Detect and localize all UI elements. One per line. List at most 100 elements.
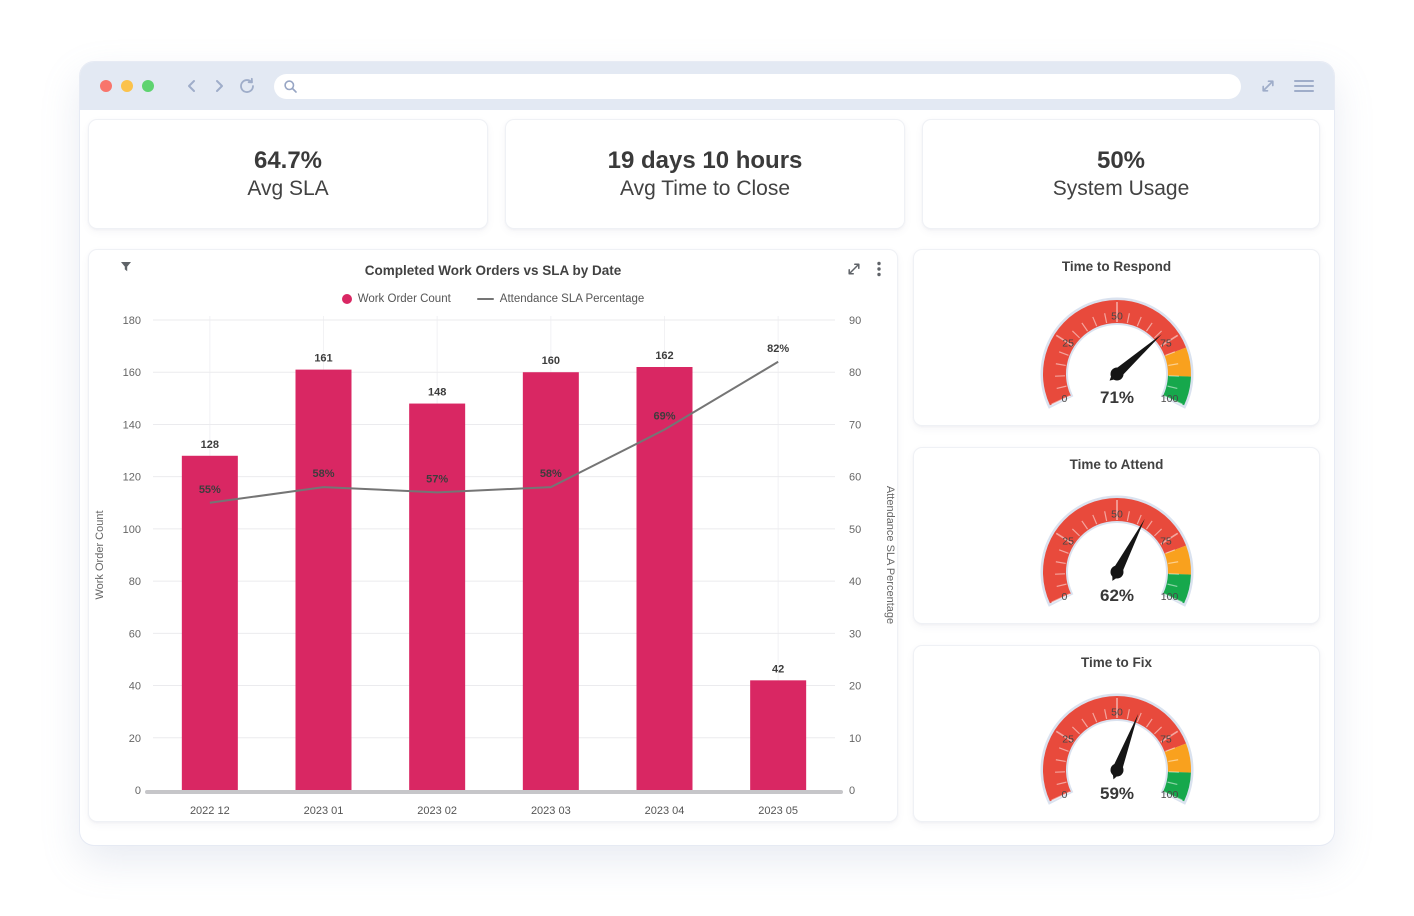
gauge-chart-svg: 0 25 50 75 100 71% <box>1040 297 1193 409</box>
funnel-filter-icon <box>121 262 131 272</box>
kpi-row: 64.7% Avg SLA 19 days 10 hours Avg Time … <box>88 119 1320 229</box>
svg-text:2023 05: 2023 05 <box>758 805 798 817</box>
svg-text:30: 30 <box>849 628 861 640</box>
svg-text:100: 100 <box>123 524 141 536</box>
close-window-button[interactable] <box>100 80 112 92</box>
svg-text:60: 60 <box>849 472 861 484</box>
svg-text:Attendance SLA Percentage: Attendance SLA Percentage <box>884 486 896 624</box>
gauge-column: Time to Respond 0 25 50 75 100 71% Time to At… <box>913 249 1320 822</box>
chevron-left-icon <box>187 80 195 92</box>
svg-text:20: 20 <box>129 733 141 745</box>
kpi-value: 64.7% <box>253 146 323 174</box>
legend-label: Attendance SLA Percentage <box>499 293 645 305</box>
kpi-label: Avg Time to Close <box>619 176 791 200</box>
window-controls <box>100 80 154 92</box>
reload-button[interactable] <box>236 75 258 97</box>
maximize-window-button[interactable] <box>142 80 154 92</box>
svg-text:100: 100 <box>1160 393 1178 405</box>
combo-chart-card: Completed Work Orders vs SLA by Date <box>88 249 898 822</box>
legend-item-work-order-count[interactable]: Work Order Count <box>341 293 451 305</box>
svg-text:161: 161 <box>314 353 332 365</box>
gauge-card-time-to-attend: Time to Attend 0 25 50 75 100 62% <box>913 447 1320 624</box>
svg-text:75: 75 <box>1160 733 1172 745</box>
svg-text:58%: 58% <box>540 468 562 480</box>
svg-text:100: 100 <box>1160 789 1178 801</box>
svg-text:2023 03: 2023 03 <box>531 805 571 817</box>
gauge-card-time-to-fix: Time to Fix 0 25 50 75 100 59% <box>913 645 1320 822</box>
svg-text:90: 90 <box>849 315 861 327</box>
svg-text:57%: 57% <box>426 473 448 485</box>
minimize-window-button[interactable] <box>121 80 133 92</box>
svg-text:0: 0 <box>1061 393 1067 405</box>
svg-text:0: 0 <box>849 785 855 797</box>
svg-text:80: 80 <box>849 367 861 379</box>
chart-expand-button[interactable] <box>846 261 862 277</box>
svg-text:120: 120 <box>123 472 141 484</box>
kpi-value: 50% <box>1096 146 1146 174</box>
svg-text:62%: 62% <box>1099 586 1133 605</box>
gauge-chart-svg: 0 25 50 75 100 62% <box>1040 495 1193 607</box>
url-input[interactable] <box>298 79 1232 93</box>
svg-text:40: 40 <box>849 576 861 588</box>
chart-menu-button[interactable] <box>877 261 881 277</box>
browser-window: 64.7% Avg SLA 19 days 10 hours Avg Time … <box>80 62 1334 845</box>
svg-text:10: 10 <box>849 733 861 745</box>
legend-bar-marker <box>341 294 352 304</box>
svg-text:60: 60 <box>129 628 141 640</box>
kpi-card-avg-time-to-close: 19 days 10 hours Avg Time to Close <box>505 119 905 229</box>
svg-text:25: 25 <box>1062 733 1074 745</box>
svg-text:160: 160 <box>123 367 141 379</box>
svg-text:2023 02: 2023 02 <box>417 805 457 817</box>
expand-arrows-icon <box>848 263 860 275</box>
expand-window-icon[interactable] <box>1259 77 1277 95</box>
svg-text:140: 140 <box>123 419 141 431</box>
forward-button[interactable] <box>208 75 230 97</box>
gauge-title: Time to Attend <box>1069 457 1164 472</box>
svg-text:160: 160 <box>542 355 560 367</box>
svg-text:58%: 58% <box>312 468 334 480</box>
gauge-chart-svg: 0 25 50 75 100 59% <box>1040 693 1193 805</box>
svg-text:0: 0 <box>1061 789 1067 801</box>
legend-label: Work Order Count <box>357 293 451 305</box>
filter-button[interactable] <box>119 260 133 279</box>
svg-text:50: 50 <box>1111 707 1123 719</box>
svg-text:0: 0 <box>1061 591 1067 603</box>
svg-text:69%: 69% <box>653 411 675 423</box>
svg-text:70: 70 <box>849 419 861 431</box>
svg-text:80: 80 <box>129 576 141 588</box>
svg-text:50: 50 <box>849 524 861 536</box>
svg-text:71%: 71% <box>1099 388 1133 407</box>
reload-icon <box>240 77 254 93</box>
kpi-label: System Usage <box>1052 176 1190 200</box>
legend-item-attendance-sla[interactable]: Attendance SLA Percentage <box>476 293 645 305</box>
combo-chart-svg: 0 20 40 60 80 100 120 140 160 180 0 10 20 30 40 50 60 70 8… <box>94 315 896 817</box>
address-bar[interactable] <box>274 73 1241 99</box>
legend-line-marker <box>476 297 494 301</box>
kpi-value: 19 days 10 hours <box>607 146 803 174</box>
kpi-card-avg-sla: 64.7% Avg SLA <box>88 119 488 229</box>
kebab-menu-icon <box>877 261 881 277</box>
svg-text:128: 128 <box>201 439 219 451</box>
back-button[interactable] <box>180 75 202 97</box>
svg-text:25: 25 <box>1062 535 1074 547</box>
svg-text:2022 12: 2022 12 <box>190 805 230 817</box>
svg-text:100: 100 <box>1160 591 1178 603</box>
gauge-card-time-to-respond: Time to Respond 0 25 50 75 100 71% <box>913 249 1320 426</box>
svg-text:25: 25 <box>1062 337 1074 349</box>
kpi-card-system-usage: 50% System Usage <box>922 119 1320 229</box>
chart-legend: Work Order Count Attendance SLA Percenta… <box>89 286 897 312</box>
svg-text:75: 75 <box>1160 337 1172 349</box>
svg-text:75: 75 <box>1160 535 1172 547</box>
kpi-label: Avg SLA <box>247 176 329 200</box>
svg-text:0: 0 <box>135 785 141 797</box>
svg-text:Work Order Count: Work Order Count <box>94 510 106 599</box>
menu-hamburger-icon[interactable] <box>1294 78 1314 94</box>
svg-text:55%: 55% <box>199 484 221 496</box>
svg-text:20: 20 <box>849 681 861 693</box>
svg-text:162: 162 <box>655 350 673 362</box>
svg-text:59%: 59% <box>1099 784 1133 803</box>
browser-chrome <box>80 62 1334 110</box>
search-icon <box>284 79 297 93</box>
chevron-right-icon <box>215 80 223 92</box>
gauge-title: Time to Fix <box>1080 655 1152 670</box>
